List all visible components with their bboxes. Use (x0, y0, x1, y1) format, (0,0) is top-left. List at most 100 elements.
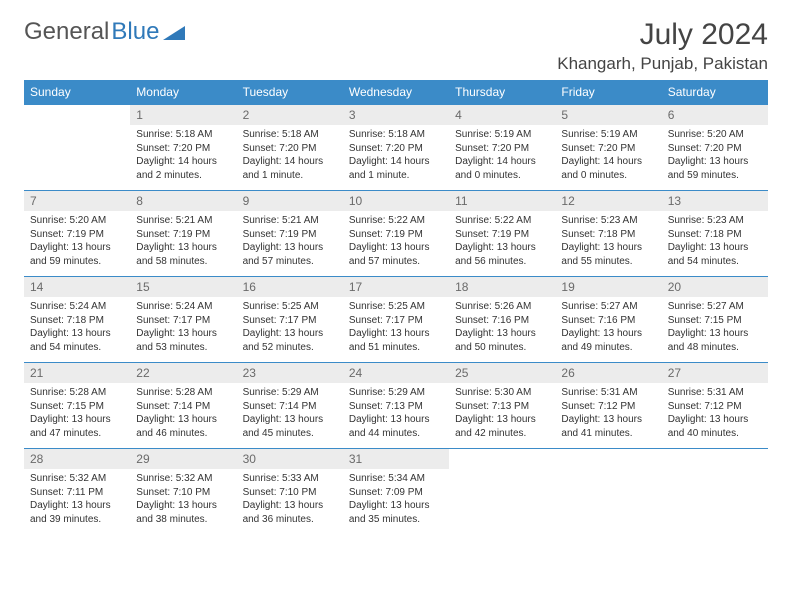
day-details: Sunrise: 5:18 AMSunset: 7:20 PMDaylight:… (237, 125, 343, 186)
title-block: July 2024 Khangarh, Punjab, Pakistan (557, 18, 768, 74)
sunrise-text: Sunrise: 5:22 AM (455, 214, 549, 228)
daylight-line-2: and 41 minutes. (561, 427, 655, 441)
sunrise-text: Sunrise: 5:34 AM (349, 472, 443, 486)
daylight-line-1: Daylight: 13 hours (243, 241, 337, 255)
daylight-line-2: and 55 minutes. (561, 255, 655, 269)
sunset-text: Sunset: 7:20 PM (136, 142, 230, 156)
day-details: Sunrise: 5:21 AMSunset: 7:19 PMDaylight:… (130, 211, 236, 272)
day-details: Sunrise: 5:27 AMSunset: 7:15 PMDaylight:… (662, 297, 768, 358)
daylight-line-2: and 44 minutes. (349, 427, 443, 441)
day-details: Sunrise: 5:20 AMSunset: 7:20 PMDaylight:… (662, 125, 768, 186)
weekday-header: Friday (555, 80, 661, 105)
sunrise-text: Sunrise: 5:20 AM (668, 128, 762, 142)
sunrise-text: Sunrise: 5:27 AM (668, 300, 762, 314)
day-details: Sunrise: 5:27 AMSunset: 7:16 PMDaylight:… (555, 297, 661, 358)
weekday-header: Wednesday (343, 80, 449, 105)
daylight-line-2: and 0 minutes. (455, 169, 549, 183)
calendar-day-cell (449, 449, 555, 535)
day-number: 18 (449, 277, 555, 297)
daylight-line-1: Daylight: 13 hours (561, 241, 655, 255)
daylight-line-1: Daylight: 13 hours (136, 241, 230, 255)
calendar-day-cell: 9Sunrise: 5:21 AMSunset: 7:19 PMDaylight… (237, 191, 343, 277)
calendar-week-row: 28Sunrise: 5:32 AMSunset: 7:11 PMDayligh… (24, 449, 768, 535)
daylight-line-2: and 1 minute. (349, 169, 443, 183)
sunrise-text: Sunrise: 5:25 AM (349, 300, 443, 314)
sunset-text: Sunset: 7:20 PM (668, 142, 762, 156)
sunrise-text: Sunrise: 5:23 AM (668, 214, 762, 228)
daylight-line-1: Daylight: 13 hours (668, 241, 762, 255)
sunset-text: Sunset: 7:19 PM (243, 228, 337, 242)
sunrise-text: Sunrise: 5:24 AM (136, 300, 230, 314)
calendar-week-row: 7Sunrise: 5:20 AMSunset: 7:19 PMDaylight… (24, 191, 768, 277)
sunrise-text: Sunrise: 5:22 AM (349, 214, 443, 228)
calendar-day-cell: 20Sunrise: 5:27 AMSunset: 7:15 PMDayligh… (662, 277, 768, 363)
sunset-text: Sunset: 7:16 PM (455, 314, 549, 328)
sunset-text: Sunset: 7:15 PM (30, 400, 124, 414)
sunrise-text: Sunrise: 5:26 AM (455, 300, 549, 314)
daylight-line-2: and 59 minutes. (668, 169, 762, 183)
sunrise-text: Sunrise: 5:23 AM (561, 214, 655, 228)
day-number: 21 (24, 363, 130, 383)
sunset-text: Sunset: 7:15 PM (668, 314, 762, 328)
day-number: 7 (24, 191, 130, 211)
daylight-line-2: and 39 minutes. (30, 513, 124, 527)
sunset-text: Sunset: 7:14 PM (243, 400, 337, 414)
calendar-day-cell: 2Sunrise: 5:18 AMSunset: 7:20 PMDaylight… (237, 105, 343, 191)
daylight-line-1: Daylight: 13 hours (668, 327, 762, 341)
daylight-line-2: and 2 minutes. (136, 169, 230, 183)
day-details: Sunrise: 5:21 AMSunset: 7:19 PMDaylight:… (237, 211, 343, 272)
sunrise-text: Sunrise: 5:29 AM (349, 386, 443, 400)
month-title: July 2024 (557, 18, 768, 52)
calendar-day-cell: 17Sunrise: 5:25 AMSunset: 7:17 PMDayligh… (343, 277, 449, 363)
day-number: 31 (343, 449, 449, 469)
sunset-text: Sunset: 7:18 PM (561, 228, 655, 242)
sunset-text: Sunset: 7:14 PM (136, 400, 230, 414)
day-details: Sunrise: 5:19 AMSunset: 7:20 PMDaylight:… (449, 125, 555, 186)
daylight-line-2: and 56 minutes. (455, 255, 549, 269)
sunrise-text: Sunrise: 5:20 AM (30, 214, 124, 228)
calendar-day-cell: 16Sunrise: 5:25 AMSunset: 7:17 PMDayligh… (237, 277, 343, 363)
sunset-text: Sunset: 7:12 PM (668, 400, 762, 414)
sunrise-text: Sunrise: 5:18 AM (136, 128, 230, 142)
calendar-week-row: 21Sunrise: 5:28 AMSunset: 7:15 PMDayligh… (24, 363, 768, 449)
daylight-line-1: Daylight: 13 hours (30, 499, 124, 513)
day-details: Sunrise: 5:23 AMSunset: 7:18 PMDaylight:… (555, 211, 661, 272)
calendar-day-cell: 4Sunrise: 5:19 AMSunset: 7:20 PMDaylight… (449, 105, 555, 191)
daylight-line-2: and 42 minutes. (455, 427, 549, 441)
sunset-text: Sunset: 7:17 PM (136, 314, 230, 328)
daylight-line-1: Daylight: 13 hours (136, 413, 230, 427)
sunset-text: Sunset: 7:10 PM (243, 486, 337, 500)
sunset-text: Sunset: 7:16 PM (561, 314, 655, 328)
sunset-text: Sunset: 7:20 PM (349, 142, 443, 156)
daylight-line-2: and 52 minutes. (243, 341, 337, 355)
sunset-text: Sunset: 7:20 PM (561, 142, 655, 156)
day-number: 17 (343, 277, 449, 297)
day-details: Sunrise: 5:25 AMSunset: 7:17 PMDaylight:… (237, 297, 343, 358)
logo-text-general: General (24, 18, 109, 46)
calendar-day-cell (662, 449, 768, 535)
sunrise-text: Sunrise: 5:28 AM (136, 386, 230, 400)
day-details: Sunrise: 5:32 AMSunset: 7:10 PMDaylight:… (130, 469, 236, 530)
daylight-line-1: Daylight: 14 hours (243, 155, 337, 169)
daylight-line-1: Daylight: 13 hours (243, 499, 337, 513)
logo-triangle-icon (163, 24, 185, 40)
daylight-line-2: and 46 minutes. (136, 427, 230, 441)
weekday-header: Tuesday (237, 80, 343, 105)
sunrise-text: Sunrise: 5:18 AM (349, 128, 443, 142)
day-details: Sunrise: 5:22 AMSunset: 7:19 PMDaylight:… (343, 211, 449, 272)
sunrise-text: Sunrise: 5:28 AM (30, 386, 124, 400)
sunset-text: Sunset: 7:17 PM (349, 314, 443, 328)
day-details: Sunrise: 5:25 AMSunset: 7:17 PMDaylight:… (343, 297, 449, 358)
sunrise-text: Sunrise: 5:32 AM (30, 472, 124, 486)
calendar-day-cell: 25Sunrise: 5:30 AMSunset: 7:13 PMDayligh… (449, 363, 555, 449)
day-number: 28 (24, 449, 130, 469)
day-details: Sunrise: 5:33 AMSunset: 7:10 PMDaylight:… (237, 469, 343, 530)
calendar-day-cell: 10Sunrise: 5:22 AMSunset: 7:19 PMDayligh… (343, 191, 449, 277)
daylight-line-2: and 51 minutes. (349, 341, 443, 355)
daylight-line-2: and 58 minutes. (136, 255, 230, 269)
day-number: 3 (343, 105, 449, 125)
daylight-line-2: and 38 minutes. (136, 513, 230, 527)
daylight-line-2: and 59 minutes. (30, 255, 124, 269)
day-details: Sunrise: 5:18 AMSunset: 7:20 PMDaylight:… (130, 125, 236, 186)
daylight-line-1: Daylight: 13 hours (243, 413, 337, 427)
